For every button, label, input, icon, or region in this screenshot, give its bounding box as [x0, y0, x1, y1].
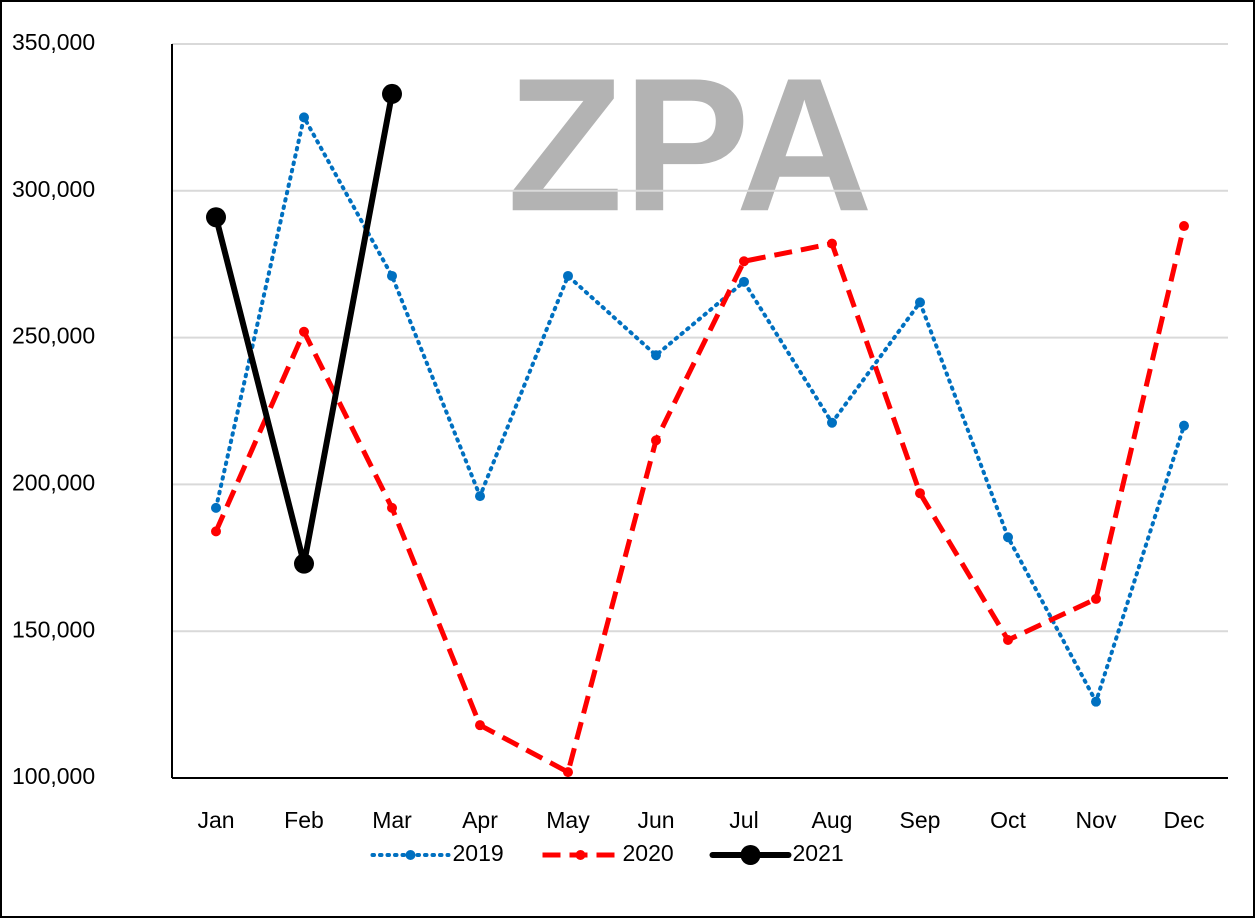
- data-point: [382, 84, 402, 104]
- data-point: [1179, 221, 1189, 231]
- y-tick-label: 300,000: [12, 176, 95, 202]
- x-tick-label: Nov: [1076, 807, 1117, 833]
- data-point: [739, 277, 749, 287]
- data-point: [299, 112, 309, 122]
- data-point: [563, 271, 573, 281]
- x-tick-label: Jun: [637, 807, 674, 833]
- x-tick-label: Feb: [284, 807, 324, 833]
- data-point: [206, 207, 226, 227]
- legend-marker: [576, 850, 586, 860]
- chart: ZPA 100,000 150,000 200,000 250,000 300,000 3…: [0, 0, 1255, 918]
- data-point: [211, 503, 221, 513]
- data-point: [387, 271, 397, 281]
- y-tick-label: 100,000: [12, 763, 95, 789]
- legend-label: 2021: [793, 840, 844, 866]
- legend-marker: [741, 845, 761, 865]
- watermark: ZPA: [507, 39, 873, 251]
- data-point: [294, 554, 314, 574]
- legend-label: 2020: [623, 840, 674, 866]
- data-point: [1179, 421, 1189, 431]
- x-tick-label: Oct: [990, 807, 1026, 833]
- data-point: [387, 503, 397, 513]
- y-tick-label: 350,000: [12, 29, 95, 55]
- data-point: [475, 720, 485, 730]
- data-point: [211, 526, 221, 536]
- x-tick-label: Jan: [197, 807, 234, 833]
- data-point: [475, 491, 485, 501]
- data-point: [827, 418, 837, 428]
- data-point: [1091, 594, 1101, 604]
- data-point: [915, 297, 925, 307]
- x-tick-label: Jul: [729, 807, 758, 833]
- x-tick-label: May: [546, 807, 590, 833]
- data-point: [1003, 532, 1013, 542]
- data-point: [299, 327, 309, 337]
- y-tick-label: 250,000: [12, 323, 95, 349]
- legend-label: 2019: [453, 840, 504, 866]
- x-tick-label: Sep: [900, 807, 941, 833]
- data-point: [827, 239, 837, 249]
- x-tick-label: Dec: [1164, 807, 1205, 833]
- y-tick-label: 200,000: [12, 469, 95, 495]
- x-tick-label: Aug: [812, 807, 853, 833]
- y-tick-label: 150,000: [12, 616, 95, 642]
- data-point: [651, 435, 661, 445]
- data-point: [563, 767, 573, 777]
- x-tick-label: Apr: [462, 807, 498, 833]
- data-point: [1003, 635, 1013, 645]
- x-tick-label: Mar: [372, 807, 412, 833]
- data-point: [739, 256, 749, 266]
- data-point: [1091, 697, 1101, 707]
- data-point: [651, 350, 661, 360]
- data-point: [915, 488, 925, 498]
- legend-marker: [406, 850, 416, 860]
